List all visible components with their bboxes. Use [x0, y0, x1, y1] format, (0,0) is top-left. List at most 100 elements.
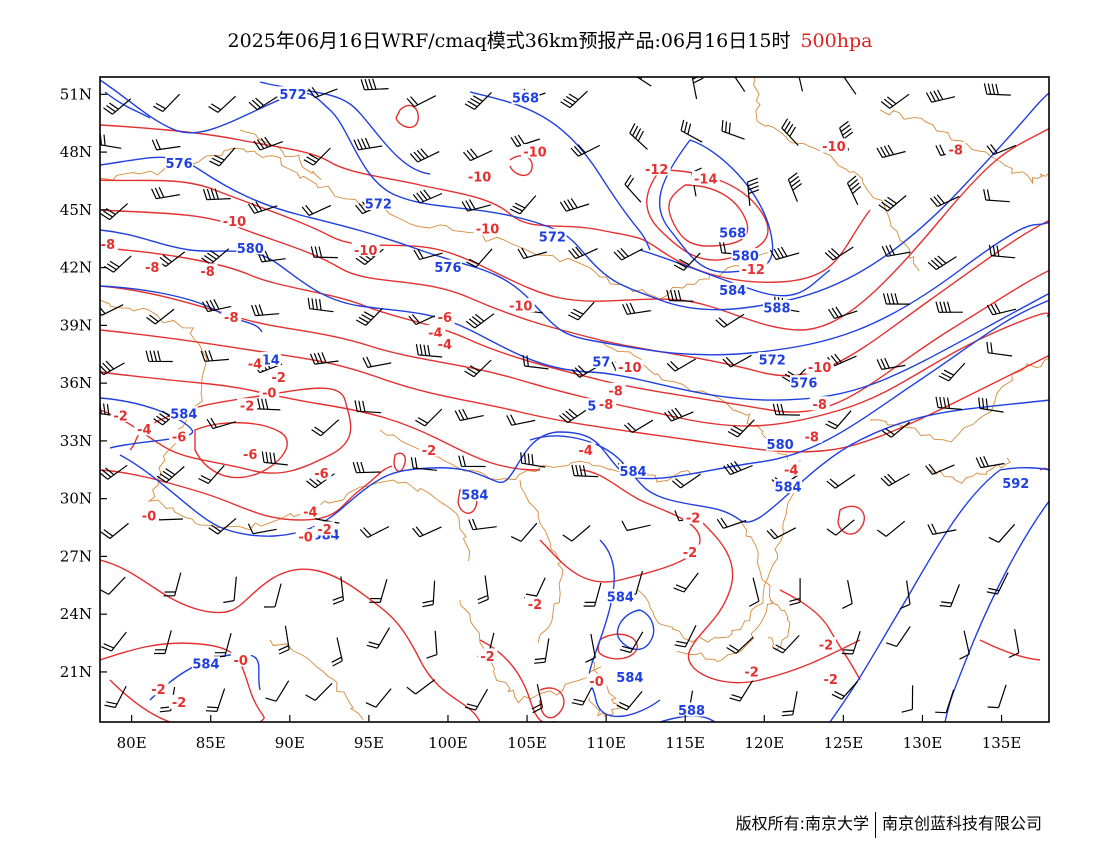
temperature-label-bg: [240, 446, 261, 461]
wind-barb: [781, 691, 798, 717]
temperature-label-bg: [221, 309, 242, 324]
geopotential-label-bg: [538, 228, 567, 243]
wind-barb: [100, 522, 129, 539]
lat-tick-label: 36N: [60, 374, 92, 392]
temperature-contour-line: [837, 505, 865, 535]
lat-tick-label: 33N: [60, 432, 92, 450]
wind-barb: [826, 474, 856, 489]
wind-barb: [205, 688, 226, 712]
temperature-label: -2: [151, 683, 165, 698]
wind-barb: [881, 244, 911, 257]
wind-barb: [986, 572, 1009, 595]
temperature-label: -12: [645, 163, 669, 178]
wind-barb: [988, 244, 1016, 259]
geopotential-label: 584: [619, 465, 646, 480]
temperature-label-bg: [465, 169, 494, 184]
temperature-label: -8: [805, 431, 819, 446]
wind-barb: [882, 293, 911, 305]
geopotential-label-bg: [364, 196, 393, 211]
wind-barb: [146, 308, 175, 325]
temperature-label-bg: [169, 429, 190, 444]
wind-barb: [365, 688, 392, 708]
wind-barb: [878, 195, 907, 212]
lat-tick-label: 48N: [60, 143, 92, 161]
wind-barb: [100, 464, 128, 480]
lon-tick-label: 120E: [745, 734, 785, 752]
wind-barb: [927, 523, 957, 535]
temperature-label: -2: [683, 546, 697, 561]
temperature-label-bg: [139, 507, 160, 522]
wind-barb: [978, 397, 1004, 413]
wind-barb: [622, 302, 651, 315]
wind-barb: [355, 248, 384, 266]
geopotential-label-bg: [260, 352, 281, 367]
wind-barb: [666, 358, 697, 372]
temperature-label-bg: [142, 259, 163, 274]
wind-barb: [103, 255, 132, 273]
wind-barb: [846, 175, 862, 206]
temperature-contour-line: [100, 209, 1049, 377]
wind-barb: [464, 359, 492, 378]
wind-barb: [301, 204, 332, 216]
temperature-label-bg: [615, 359, 644, 374]
temperature-label-bg: [434, 309, 455, 324]
temperature-label-bg: [473, 221, 502, 236]
wind-barb: [454, 408, 484, 422]
wind-barb: [200, 350, 229, 362]
wind-barb: [310, 246, 338, 259]
geopotential-label: 576: [434, 261, 461, 276]
admin-boundary-line: [879, 109, 1049, 185]
geopotential-contour-line: [999, 467, 1049, 471]
wind-barb: [477, 575, 489, 605]
geopotential-label-bg: [278, 86, 307, 101]
wind-barb: [101, 631, 127, 652]
geopotential-label: 584: [192, 658, 219, 673]
wind-barb: [100, 360, 125, 376]
wind-barb: [261, 451, 288, 466]
wind-barb: [929, 194, 960, 208]
temperature-label-bg: [230, 652, 251, 667]
temperature-contour-line: [109, 679, 171, 722]
wind-barb: [827, 306, 858, 319]
wind-barb: [412, 189, 443, 204]
temperature-label: -2: [819, 638, 833, 653]
wind-barb: [308, 86, 338, 99]
temperature-label: -10: [476, 223, 500, 238]
temperature-label: -4: [303, 506, 317, 521]
wind-barb: [935, 396, 962, 410]
wind-barb: [251, 304, 280, 317]
wind-barb: [671, 473, 701, 489]
geopotential-contour-line: [100, 285, 263, 333]
wind-barb: [727, 419, 755, 438]
wind-barb: [935, 301, 963, 313]
wind-barb: [409, 148, 440, 163]
geopotential-label: 584: [616, 671, 643, 686]
temperature-label: -0: [142, 509, 156, 524]
lon-tick-label: 125E: [824, 734, 864, 752]
wind-barb: [583, 582, 602, 607]
wind-barb: [247, 523, 277, 535]
geopotential-label: 572: [759, 354, 786, 369]
wind-barb: [881, 421, 911, 438]
lat-tick-label: 51N: [60, 85, 92, 103]
lat-tick-label: 24N: [60, 605, 92, 623]
wind-barb: [935, 689, 955, 714]
wind-barb: [534, 638, 550, 664]
wind-barb: [352, 461, 381, 474]
wind-barb: [772, 403, 800, 416]
wind-barb: [248, 96, 278, 111]
wind-barb: [781, 365, 810, 384]
wind-barb: [156, 466, 185, 483]
axis-ticks: 80E 85E 90E 95E 100E 105E 110E 115E 120E 125E 130E…: [60, 85, 1022, 752]
temperature-label-bg: [311, 465, 332, 480]
copyright-right: 南京创蓝科技有限公司: [881, 814, 1042, 833]
wind-barb: [208, 517, 237, 535]
geopotential-label: 584: [719, 284, 746, 299]
wind-barb: [522, 355, 549, 370]
wind-barb: [412, 526, 442, 538]
wind-barb: [202, 299, 232, 313]
temperature-label-bg: [739, 261, 768, 276]
geopotential-label-bg: [511, 90, 540, 105]
geopotential-label-bg: [606, 588, 635, 603]
wind-barb: [253, 136, 284, 151]
